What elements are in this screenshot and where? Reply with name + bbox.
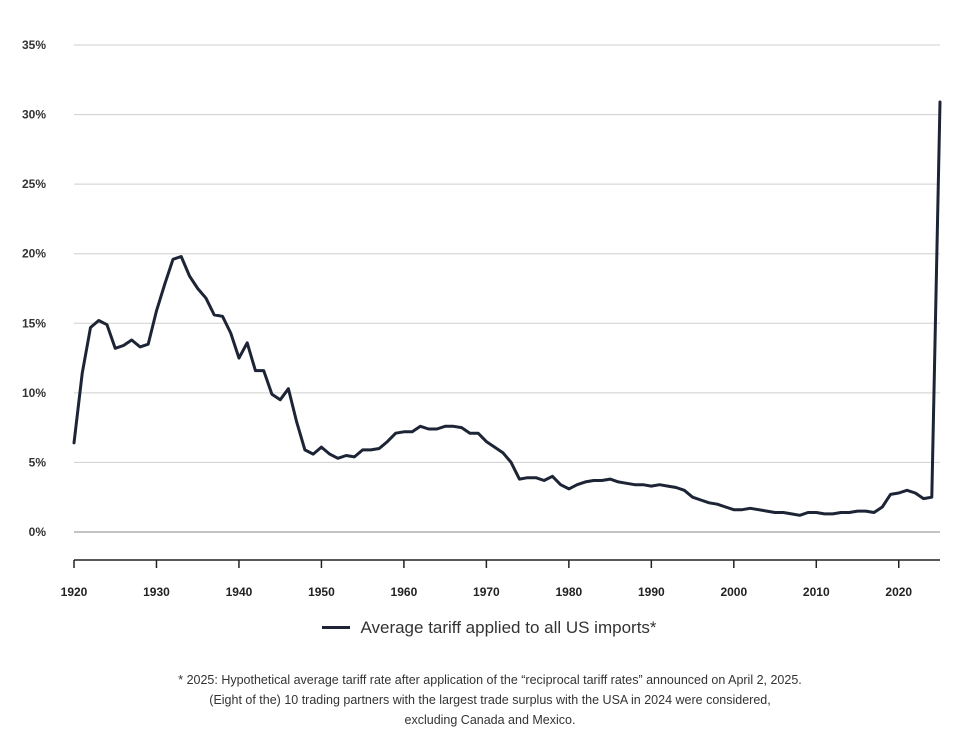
x-tick-label: 1970 bbox=[473, 585, 500, 599]
y-tick-label: 20% bbox=[22, 247, 46, 261]
y-axis-ticks: 0% 5% 10% 15% 20% 25% 30% 35% bbox=[22, 38, 46, 539]
legend-label: Average tariff applied to all US imports… bbox=[360, 618, 657, 637]
y-tick-label: 25% bbox=[22, 177, 46, 191]
series-line-average-tariff bbox=[72, 100, 942, 517]
legend-swatch bbox=[322, 626, 351, 630]
line-chart: 0%5%10%15%20%25%30%35% 1920 1930 1940 1950 1… bbox=[22, 38, 942, 599]
footnote-line-3: excluding Canada and Mexico. bbox=[404, 713, 576, 727]
y-tick-label: 35% bbox=[22, 38, 46, 52]
x-tick-label: 2010 bbox=[803, 585, 830, 599]
y-tick-label: 10% bbox=[22, 386, 46, 400]
y-tick-label: 15% bbox=[22, 316, 46, 330]
x-tick-label: 1920 bbox=[61, 585, 88, 599]
gridlines bbox=[74, 44, 940, 533]
y-tick-label: 0% bbox=[29, 525, 47, 539]
legend: Average tariff applied to all US imports… bbox=[0, 618, 979, 638]
series-group bbox=[72, 100, 942, 517]
footnote-line-2: (Eight of the) 10 trading partners with … bbox=[209, 693, 771, 707]
footnote: * 2025: Hypothetical average tariff rate… bbox=[60, 670, 920, 730]
x-tick-label: 1930 bbox=[143, 585, 170, 599]
x-tick-label: 1950 bbox=[308, 585, 335, 599]
y-tick-label: 5% bbox=[29, 455, 47, 469]
x-tick-label: 1960 bbox=[391, 585, 418, 599]
x-axis-ticks: 1920 1930 1940 1950 1960 1970 1980 1990 2000 2010… bbox=[61, 560, 912, 599]
x-tick-label: 1940 bbox=[226, 585, 253, 599]
x-tick-label: 1980 bbox=[556, 585, 583, 599]
y-tick-label: 30% bbox=[22, 108, 46, 122]
footnote-line-1: * 2025: Hypothetical average tariff rate… bbox=[178, 673, 802, 687]
x-tick-label: 2020 bbox=[885, 585, 912, 599]
x-tick-label: 2000 bbox=[720, 585, 747, 599]
x-tick-label: 1990 bbox=[638, 585, 665, 599]
